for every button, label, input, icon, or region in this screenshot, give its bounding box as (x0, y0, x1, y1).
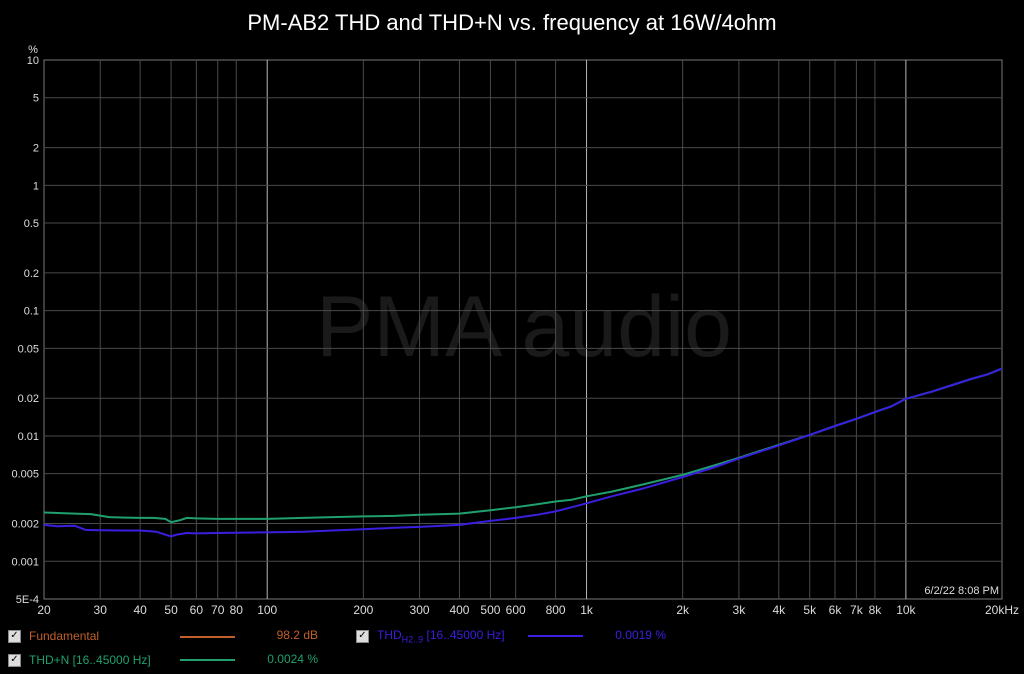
x-tick-label: 800 (546, 603, 566, 617)
legend-item-fundamental[interactable]: ✓ Fundamental (8, 627, 99, 645)
y-unit-label: % (28, 44, 38, 56)
x-tick-label: 10k (896, 603, 916, 617)
checkbox-thdn[interactable]: ✓ (8, 653, 21, 667)
series-line-1 (43, 367, 1003, 538)
checkbox-thd[interactable]: ✓ (356, 629, 369, 643)
legend-value-thdn: 0.0024 % (267, 652, 318, 666)
legend-swatch-thdn (180, 659, 235, 661)
legend-value-fundamental: 98.2 dB (276, 628, 318, 642)
x-tick-label: 3k (733, 603, 747, 617)
x-tick-label: 50 (164, 603, 178, 617)
y-tick-label: 0.01 (18, 431, 39, 443)
x-tick-label: 20kHz (985, 603, 1019, 617)
legend-value-thd: 0.0019 % (615, 628, 666, 642)
x-tick-label: 40 (133, 603, 147, 617)
x-tick-label: 500 (480, 603, 500, 617)
x-tick-label: 600 (506, 603, 526, 617)
legend-label-thdn: THD+N [16..45000 Hz] (29, 653, 151, 667)
x-tick-label: 60 (190, 603, 204, 617)
x-tick-label: 100 (257, 603, 277, 617)
y-tick-label: 0.5 (24, 218, 39, 230)
x-tick-label: 80 (230, 603, 244, 617)
watermark: PMA audio (316, 279, 732, 375)
x-tick-label: 4k (772, 603, 786, 617)
x-tick-label: 2k (676, 603, 690, 617)
legend: ✓ Fundamental 98.2 dB ✓ THD+N [16..45000… (0, 622, 1024, 674)
legend-item-thdn[interactable]: ✓ THD+N [16..45000 Hz] (8, 651, 151, 669)
x-tick-label: 300 (410, 603, 430, 617)
plot-area (43, 59, 1003, 600)
chart-title: PM-AB2 THD and THD+N vs. frequency at 16… (247, 10, 777, 35)
x-tick-label: 30 (94, 603, 108, 617)
x-tick-label: 1k (580, 603, 594, 617)
y-tick-label: 1 (33, 180, 39, 192)
y-tick-label: 10 (27, 55, 39, 67)
x-tick-label: 20 (37, 603, 51, 617)
legend-item-thd[interactable]: ✓ THDH2..9 [16..45000 Hz] (356, 627, 505, 645)
checkbox-fundamental[interactable]: ✓ (8, 629, 21, 643)
y-tick-label: 0.1 (24, 306, 39, 318)
x-tick-label: 6k (829, 603, 843, 617)
x-tick-label: 7k (850, 603, 864, 617)
chart-plot: PMA audio 20 30 40 50 60 70 80 100 200 300 400 500 60… (11, 44, 1019, 617)
x-tick-label: 70 (211, 603, 225, 617)
legend-label-fundamental: Fundamental (29, 629, 100, 643)
legend-swatch-thd (528, 635, 583, 637)
y-tick-label: 5 (33, 93, 39, 105)
legend-label-thd: THDH2..9 [16..45000 Hz] (377, 627, 505, 645)
x-tick-label: 8k (869, 603, 883, 617)
y-tick-label: 0.2 (24, 268, 39, 280)
y-tick-label: 0.005 (11, 469, 39, 481)
y-tick-label: 0.001 (11, 556, 39, 568)
y-tick-label: 0.02 (18, 393, 39, 405)
y-tick-label: 0.002 (11, 519, 39, 531)
x-tick-label: 400 (449, 603, 469, 617)
y-tick-label: 2 (33, 143, 39, 155)
y-tick-label: 5E-4 (16, 594, 39, 606)
timestamp: 6/2/22 8:08 PM (924, 585, 999, 597)
x-tick-label: 200 (353, 603, 373, 617)
x-tick-label: 5k (803, 603, 817, 617)
y-tick-label: 0.05 (18, 343, 39, 355)
legend-swatch-fundamental (180, 636, 235, 638)
